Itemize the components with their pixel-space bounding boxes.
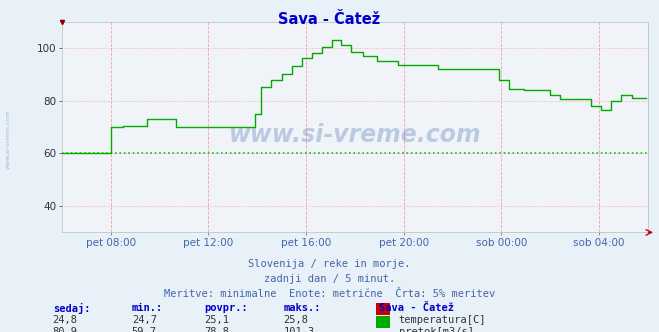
Text: min.:: min.: [132, 303, 163, 313]
Text: Meritve: minimalne  Enote: metrične  Črta: 5% meritev: Meritve: minimalne Enote: metrične Črta:… [164, 289, 495, 299]
Text: 25,1: 25,1 [204, 315, 229, 325]
Text: Sava - Čatež: Sava - Čatež [379, 303, 454, 313]
Text: temperatura[C]: temperatura[C] [399, 315, 486, 325]
Text: www.si-vreme.com: www.si-vreme.com [229, 124, 481, 147]
Text: povpr.:: povpr.: [204, 303, 248, 313]
Text: 80,9: 80,9 [53, 327, 78, 332]
Text: maks.:: maks.: [283, 303, 321, 313]
Text: pretok[m3/s]: pretok[m3/s] [399, 327, 474, 332]
Text: Sava - Čatež: Sava - Čatež [278, 12, 381, 27]
Text: 101,3: 101,3 [283, 327, 314, 332]
Text: 78,8: 78,8 [204, 327, 229, 332]
Text: www.si-vreme.com: www.si-vreme.com [6, 110, 11, 169]
Text: 59,7: 59,7 [132, 327, 157, 332]
Text: zadnji dan / 5 minut.: zadnji dan / 5 minut. [264, 274, 395, 284]
Text: 25,8: 25,8 [283, 315, 308, 325]
Text: 24,8: 24,8 [53, 315, 78, 325]
Text: 24,7: 24,7 [132, 315, 157, 325]
Text: sedaj:: sedaj: [53, 303, 90, 314]
Text: Slovenija / reke in morje.: Slovenija / reke in morje. [248, 259, 411, 269]
